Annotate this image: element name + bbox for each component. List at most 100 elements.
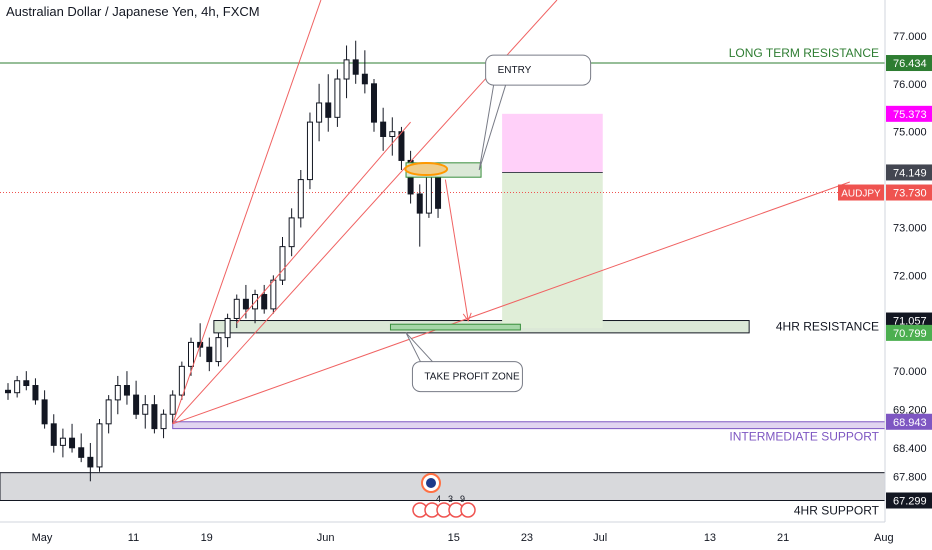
candle-body (416, 193, 423, 214)
target-arrow[interactable] (444, 179, 469, 321)
candle[interactable] (206, 337, 213, 372)
long-term-resistance-price-text: 76.434 (893, 58, 927, 70)
y-tick-label: 75.000 (893, 127, 927, 139)
candle[interactable] (215, 332, 222, 367)
candle[interactable] (41, 390, 48, 429)
candle-body (389, 131, 396, 137)
candle[interactable] (242, 284, 249, 319)
trendline-steep[interactable] (172, 0, 322, 424)
candle[interactable] (361, 50, 368, 94)
entry-price-text: 74.149 (893, 167, 927, 179)
candle-body (69, 437, 76, 449)
resistance-bottom-price-text: 70.799 (893, 328, 927, 340)
candle[interactable] (169, 390, 176, 424)
candle[interactable] (178, 361, 185, 400)
event-marker-icon[interactable] (460, 502, 476, 518)
candle[interactable] (279, 237, 286, 285)
candle-body (23, 380, 30, 387)
candle[interactable] (352, 40, 359, 84)
support-price[interactable] (886, 492, 932, 509)
take-profit-callout-text: TAKE PROFIT ZONE (424, 372, 520, 383)
candle[interactable] (105, 395, 112, 434)
candle[interactable] (343, 45, 350, 99)
take-profit-zone[interactable] (389, 323, 521, 331)
candle-body (133, 394, 140, 415)
candle[interactable] (14, 375, 21, 398)
candle[interactable] (416, 184, 423, 247)
candle[interactable] (32, 378, 39, 405)
y-tick-label: 76.000 (893, 79, 927, 91)
candle[interactable] (297, 170, 304, 228)
candle[interactable] (160, 409, 167, 439)
candle-body (233, 298, 240, 319)
candle[interactable] (380, 107, 387, 151)
candle-body (215, 337, 222, 363)
candle-body (261, 294, 268, 310)
candle-body (288, 217, 295, 248)
support-band[interactable] (0, 472, 886, 501)
current-price-tag[interactable] (886, 184, 932, 201)
candle[interactable] (288, 208, 295, 257)
candle-body (169, 394, 176, 415)
candle[interactable] (371, 79, 377, 132)
position-risk-box[interactable] (502, 172, 603, 329)
candle-body (435, 174, 442, 209)
long-term-resistance-price[interactable] (886, 55, 932, 72)
take-profit-callout[interactable] (411, 361, 523, 393)
candle[interactable] (69, 423, 76, 453)
position-profit-box[interactable] (502, 113, 603, 173)
candle[interactable] (252, 289, 259, 324)
target-price[interactable] (886, 105, 932, 122)
candle[interactable] (151, 395, 158, 434)
trendline-inner[interactable] (236, 121, 411, 324)
candle[interactable] (59, 428, 66, 458)
candle[interactable] (78, 433, 85, 463)
candle[interactable] (23, 371, 30, 391)
candle[interactable] (306, 112, 313, 190)
resistance-top-price-text: 71.057 (893, 316, 927, 328)
candle-body (224, 317, 231, 339)
trendline-base[interactable] (172, 181, 850, 425)
current-price-text: 73.730 (893, 188, 927, 200)
intermediate-support-band[interactable] (172, 421, 886, 430)
candle[interactable] (123, 371, 130, 405)
candle[interactable] (50, 414, 57, 453)
entry-price[interactable] (886, 164, 932, 181)
candle[interactable] (389, 117, 396, 156)
candle[interactable] (142, 395, 149, 429)
candle[interactable] (188, 337, 194, 376)
candle[interactable] (261, 284, 268, 314)
candle[interactable] (334, 69, 341, 127)
intermediate-support-price[interactable] (886, 413, 932, 430)
candle-body (270, 279, 277, 310)
symbol-tag[interactable] (838, 184, 884, 201)
candle[interactable] (325, 74, 332, 132)
candle-body (352, 59, 359, 75)
resistance-top-price[interactable] (886, 312, 932, 329)
candle-body (380, 121, 387, 137)
entry-callout[interactable] (485, 54, 592, 86)
entry-highlight[interactable] (404, 162, 449, 177)
candle-body (306, 121, 313, 181)
candle[interactable] (224, 313, 231, 348)
flag-inner-icon (426, 478, 436, 488)
x-tick-label: Jul (593, 532, 607, 544)
candle[interactable] (5, 383, 11, 400)
candle[interactable] (233, 294, 240, 329)
resistance-bottom-price[interactable] (886, 324, 932, 341)
candle-body (371, 83, 377, 123)
candle[interactable] (133, 380, 140, 420)
price-axis[interactable] (886, 0, 932, 550)
candle[interactable] (114, 375, 121, 415)
candle[interactable] (316, 83, 323, 142)
candle-body (87, 456, 94, 468)
candle-body (5, 389, 11, 394)
y-tick-label: 77.000 (893, 31, 927, 43)
resistance-label: 4HR RESISTANCE (776, 320, 879, 334)
candle[interactable] (96, 419, 103, 472)
candle[interactable] (87, 442, 94, 482)
candle[interactable] (398, 126, 405, 171)
y-tick-label: 70.000 (893, 366, 927, 378)
long-term-resistance-label: LONG TERM RESISTANCE (729, 46, 879, 60)
